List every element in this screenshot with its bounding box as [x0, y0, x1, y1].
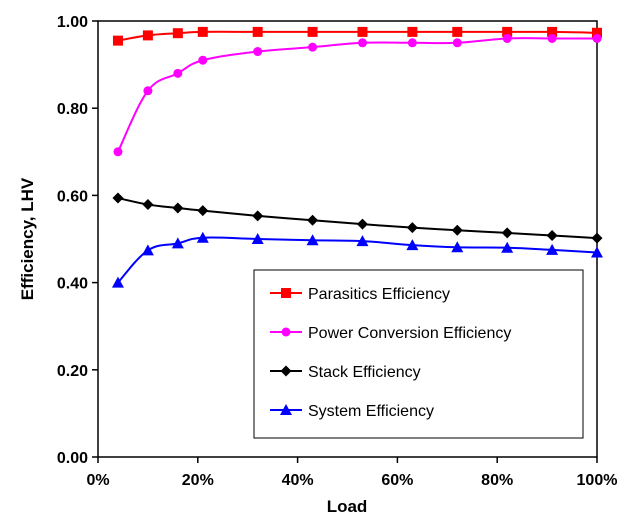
y-tick-label: 0.20 — [57, 363, 88, 380]
data-point — [142, 30, 153, 41]
data-point — [357, 26, 368, 37]
legend-marker — [281, 327, 291, 337]
data-point — [451, 224, 463, 236]
data-point — [501, 241, 514, 253]
legend-label: Parasitics Efficiency — [308, 286, 450, 303]
legend-marker — [281, 288, 291, 298]
data-point — [451, 241, 464, 253]
y-tick-label: 0.40 — [57, 276, 88, 293]
data-point — [501, 227, 513, 239]
data-point — [307, 26, 318, 37]
x-tick-label: 20% — [182, 472, 214, 489]
data-point — [197, 26, 208, 37]
legend-label: System Efficiency — [308, 403, 434, 420]
data-point — [172, 202, 184, 214]
data-point — [356, 235, 369, 247]
data-point — [252, 210, 264, 222]
y-tick-label: 1.00 — [57, 14, 88, 31]
data-point — [112, 35, 123, 46]
x-tick-label: 0% — [86, 472, 109, 489]
legend-box — [253, 269, 584, 439]
data-point — [592, 27, 602, 38]
legend-marker — [280, 365, 292, 377]
data-point — [407, 38, 417, 48]
data-point — [113, 147, 123, 157]
data-point — [547, 26, 558, 37]
legend-label: Stack Efficiency — [308, 364, 421, 381]
legend-label: Power Conversion Efficiency — [308, 325, 511, 342]
y-tick-label: 0.60 — [57, 188, 88, 205]
series-diamond — [112, 192, 603, 244]
data-point — [253, 47, 263, 57]
data-point — [307, 214, 319, 226]
data-point — [356, 218, 368, 230]
legend-item: Stack Efficiency — [270, 364, 421, 381]
y-axis: 0.00 0.20 0.40 0.60 0.80 1.00 — [57, 14, 98, 467]
data-point — [252, 26, 263, 37]
data-point — [592, 33, 602, 43]
data-point — [112, 192, 124, 204]
data-point — [591, 246, 603, 258]
legend-item: Power Conversion Efficiency — [270, 325, 511, 342]
data-point — [196, 231, 209, 243]
series-square — [112, 26, 602, 46]
data-point — [452, 38, 462, 48]
x-axis-title: Load — [327, 497, 368, 516]
data-point — [502, 26, 513, 37]
data-point — [546, 230, 558, 242]
data-point — [502, 33, 512, 43]
data-point — [197, 205, 209, 217]
legend-marker — [280, 404, 292, 415]
x-axis: 0% 20% 40% 60% 80% 100% — [86, 457, 617, 489]
series-circle — [113, 33, 602, 157]
legend-item: System Efficiency — [270, 403, 434, 420]
data-point — [407, 26, 418, 37]
data-point — [591, 232, 603, 244]
x-tick-label: 60% — [381, 472, 413, 489]
data-point — [142, 199, 154, 211]
y-tick-label: 0.00 — [57, 450, 88, 467]
data-point — [171, 237, 184, 249]
data-point — [198, 55, 208, 65]
series-triangle — [111, 231, 603, 288]
data-point — [406, 222, 418, 234]
y-axis-title: Efficiency, LHV — [18, 177, 37, 300]
data-point — [406, 239, 419, 251]
legend: Parasitics Efficiency Power Conversion Ef… — [253, 269, 584, 439]
x-tick-label: 100% — [577, 472, 618, 489]
data-point — [111, 276, 124, 288]
data-point — [141, 244, 154, 256]
data-point — [251, 233, 264, 244]
x-tick-label: 40% — [282, 472, 314, 489]
data-point — [547, 33, 557, 43]
data-point — [546, 243, 559, 255]
data-point — [308, 42, 318, 52]
data-point — [143, 86, 153, 96]
data-point — [357, 38, 367, 48]
data-point — [172, 28, 183, 39]
data-point — [306, 234, 319, 246]
data-point — [173, 68, 183, 78]
x-tick-label: 80% — [481, 472, 513, 489]
data-point — [452, 26, 463, 37]
series-layer — [111, 26, 603, 288]
legend-item: Parasitics Efficiency — [270, 286, 450, 303]
y-tick-label: 0.80 — [57, 101, 88, 118]
